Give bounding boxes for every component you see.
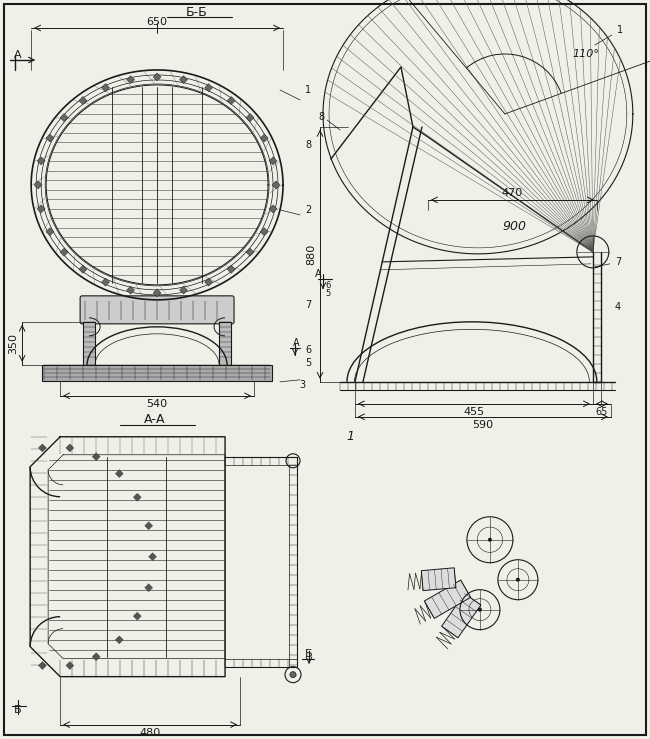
Text: 7: 7 bbox=[305, 300, 311, 310]
Polygon shape bbox=[79, 97, 87, 104]
Polygon shape bbox=[179, 75, 188, 84]
Polygon shape bbox=[269, 205, 277, 213]
Polygon shape bbox=[37, 157, 45, 165]
Polygon shape bbox=[424, 580, 471, 619]
Polygon shape bbox=[246, 248, 254, 256]
Text: 455: 455 bbox=[463, 406, 484, 417]
Text: 8: 8 bbox=[305, 140, 311, 150]
Polygon shape bbox=[269, 157, 277, 165]
Polygon shape bbox=[145, 522, 153, 530]
Polygon shape bbox=[66, 444, 74, 452]
Text: Б: Б bbox=[14, 704, 22, 715]
Polygon shape bbox=[101, 278, 109, 286]
Text: 1: 1 bbox=[617, 25, 623, 35]
Polygon shape bbox=[133, 493, 141, 501]
Polygon shape bbox=[149, 553, 157, 561]
Polygon shape bbox=[127, 286, 135, 294]
Polygon shape bbox=[421, 568, 456, 590]
Text: 110°: 110° bbox=[573, 49, 600, 59]
Polygon shape bbox=[227, 265, 235, 273]
Text: 7: 7 bbox=[615, 257, 621, 267]
Text: 650: 650 bbox=[147, 17, 168, 27]
Polygon shape bbox=[133, 612, 141, 620]
Text: 590: 590 bbox=[473, 420, 493, 430]
Polygon shape bbox=[260, 228, 268, 236]
Polygon shape bbox=[127, 75, 135, 84]
Polygon shape bbox=[205, 278, 213, 286]
Text: Б-Б: Б-Б bbox=[186, 7, 208, 19]
Polygon shape bbox=[60, 114, 68, 122]
Polygon shape bbox=[272, 181, 280, 189]
Polygon shape bbox=[260, 134, 268, 142]
Polygon shape bbox=[153, 289, 161, 297]
Text: 540: 540 bbox=[146, 399, 168, 409]
Text: 880: 880 bbox=[306, 244, 316, 265]
Polygon shape bbox=[46, 228, 54, 236]
Circle shape bbox=[516, 578, 520, 582]
Text: А: А bbox=[14, 50, 22, 60]
Text: 1: 1 bbox=[305, 85, 311, 95]
Text: 6: 6 bbox=[325, 282, 331, 290]
Text: 4: 4 bbox=[615, 302, 621, 312]
Polygon shape bbox=[37, 205, 45, 213]
Polygon shape bbox=[153, 73, 161, 81]
Text: Б: Б bbox=[306, 649, 313, 658]
Text: А: А bbox=[292, 338, 300, 348]
Polygon shape bbox=[79, 265, 87, 273]
Text: 2: 2 bbox=[305, 205, 311, 215]
Text: 5: 5 bbox=[305, 358, 311, 368]
FancyBboxPatch shape bbox=[80, 296, 234, 324]
Circle shape bbox=[290, 672, 296, 678]
Polygon shape bbox=[92, 453, 100, 460]
Bar bbox=[42, 365, 272, 381]
Text: А: А bbox=[315, 269, 322, 279]
Text: 3: 3 bbox=[299, 380, 305, 389]
Polygon shape bbox=[227, 97, 235, 104]
Text: 6: 6 bbox=[305, 345, 311, 355]
Polygon shape bbox=[179, 286, 188, 294]
Polygon shape bbox=[38, 444, 46, 452]
Polygon shape bbox=[115, 636, 124, 644]
Text: 65: 65 bbox=[595, 406, 608, 417]
Text: 470: 470 bbox=[502, 188, 523, 198]
Polygon shape bbox=[34, 181, 42, 189]
Polygon shape bbox=[38, 661, 46, 670]
Polygon shape bbox=[205, 84, 213, 92]
Polygon shape bbox=[246, 114, 254, 122]
Polygon shape bbox=[46, 134, 54, 142]
Circle shape bbox=[488, 538, 492, 542]
Text: А-А: А-А bbox=[144, 413, 166, 426]
Text: 900: 900 bbox=[503, 220, 527, 234]
Text: 350: 350 bbox=[8, 333, 18, 354]
Text: 5: 5 bbox=[326, 290, 331, 299]
Polygon shape bbox=[92, 653, 100, 661]
Polygon shape bbox=[66, 661, 74, 670]
Polygon shape bbox=[60, 248, 68, 256]
Polygon shape bbox=[115, 469, 124, 477]
Text: 1: 1 bbox=[346, 430, 354, 443]
Circle shape bbox=[478, 607, 482, 612]
Text: 8: 8 bbox=[319, 112, 325, 122]
Bar bbox=[83, 321, 95, 365]
Polygon shape bbox=[441, 593, 481, 638]
Polygon shape bbox=[145, 584, 153, 592]
Text: 480: 480 bbox=[140, 728, 161, 738]
Bar bbox=[219, 321, 231, 365]
Polygon shape bbox=[101, 84, 109, 92]
